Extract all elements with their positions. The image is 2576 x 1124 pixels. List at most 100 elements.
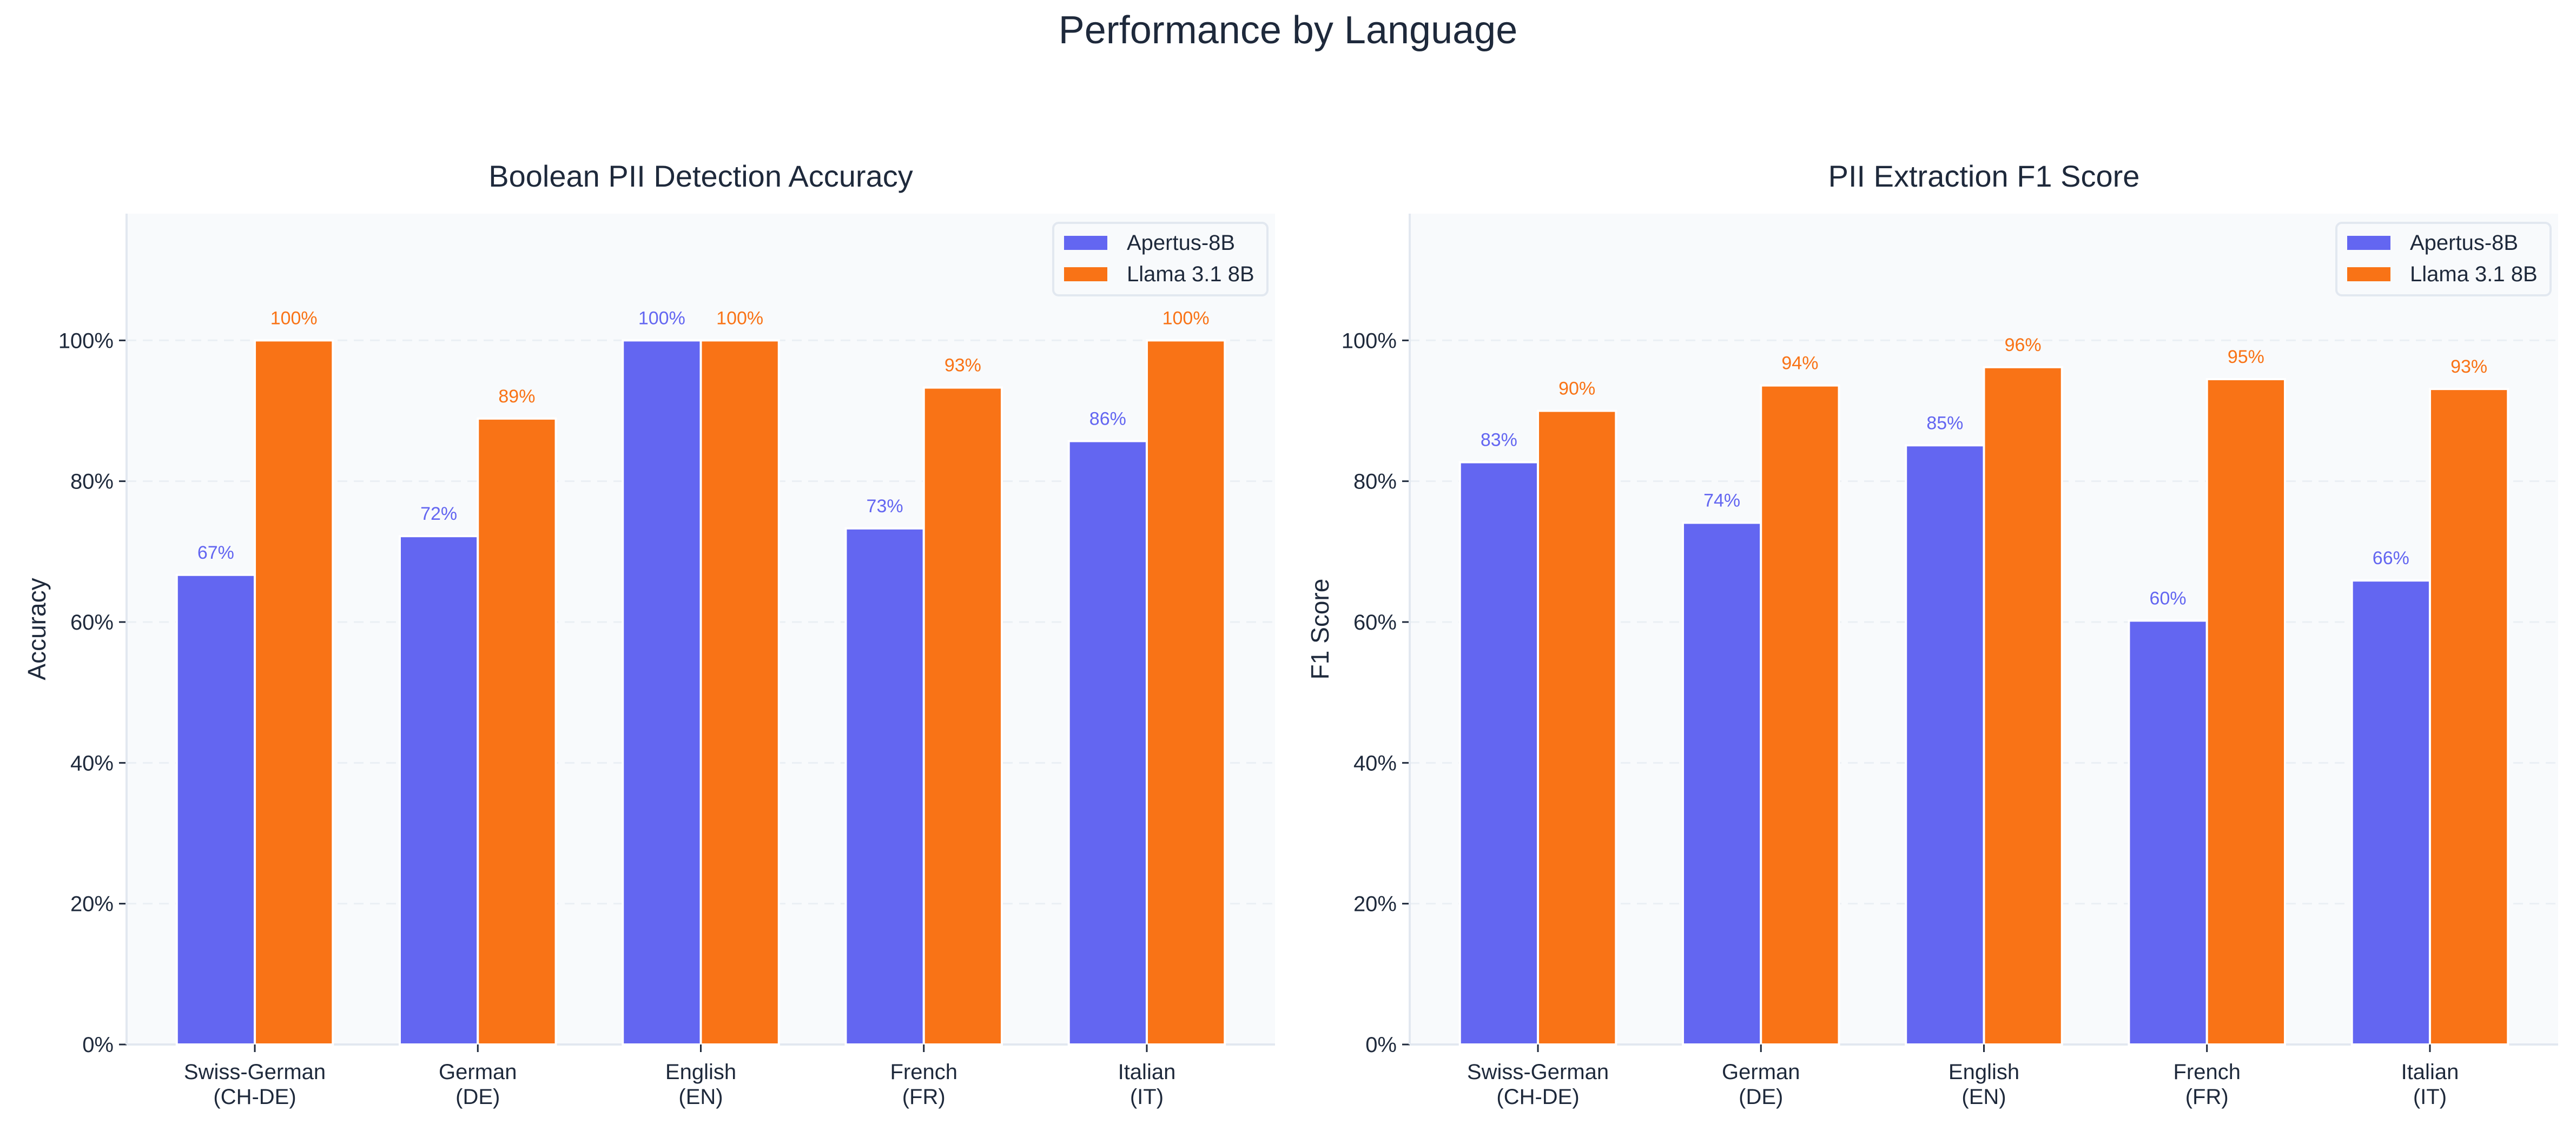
y-tick-label: 80% [70,470,114,494]
x-tick-label-line: (DE) [455,1085,500,1109]
x-tick-label-line: Italian [1118,1060,1176,1084]
y-tick-label: 40% [1353,751,1397,775]
bar-apertus-8b [175,573,256,1046]
bar-llama-3-1-8b [1145,339,1226,1046]
legend-swatch [1064,236,1107,250]
x-tick-label-line: (IT) [2413,1085,2447,1109]
x-tick-label: Swiss-German (CH-DE) [1467,1060,1609,1109]
subplot-title: PII Extraction F1 Score [1828,159,2140,193]
legend: Apertus-8B Llama 3.1 8B [2335,222,2552,296]
x-tick-label-line: (EN) [678,1085,723,1109]
bar-apertus-8b [1458,461,1540,1046]
x-tick-label-line: German [439,1060,517,1084]
y-tick-label: 0% [82,1033,114,1057]
bar-llama-3-1-8b [1983,366,2063,1046]
bar-value-label: 95% [2228,347,2264,367]
x-tick-label-line: (IT) [1130,1085,1164,1109]
figure-title: Performance by Language [1059,9,1518,52]
bar-llama-3-1-8b [477,417,557,1046]
y-tick-label: 0% [1365,1033,1397,1057]
bar-apertus-8b [398,535,479,1046]
x-tick-label-line: French [2173,1060,2241,1084]
y-tick-label: 100% [58,329,114,353]
y-tick-label: 20% [70,892,114,916]
subplot-2: 0% 20% 40% 60% 80% 100% F1 Score PII Extraction… [1306,159,2558,1109]
bar-value-label: 73% [867,496,903,517]
bar-value-label: 74% [1703,490,1740,511]
bar-apertus-8b [844,527,925,1046]
x-tick-label-line: German [1722,1060,1800,1084]
x-tick-label-line: Italian [2401,1060,2459,1084]
legend-swatch [2347,236,2390,250]
x-tick-label-line: (DE) [1739,1085,1783,1109]
bar-llama-3-1-8b [1537,409,1617,1046]
bar-value-label: 100% [638,308,685,328]
bar-value-label: 96% [2005,335,2042,355]
x-tick-label-line: (FR) [902,1085,946,1109]
x-tick-label: German (DE) [1722,1060,1800,1109]
bar-llama-3-1-8b [2428,388,2509,1046]
bar-llama-3-1-8b [699,339,780,1046]
bar-value-label: 93% [2450,356,2487,377]
bar-apertus-8b [1067,440,1148,1046]
bar-value-label: 67% [197,543,234,563]
x-tick-label-line: Swiss-German [1467,1060,1609,1084]
x-tick-label-line: (CH-DE) [1496,1085,1579,1109]
bar-value-label: 72% [420,504,457,524]
y-tick-label: 60% [1353,611,1397,634]
y-tick-label: 40% [70,751,114,775]
legend-swatch [2347,267,2390,281]
x-tick-label-line: Swiss-German [184,1060,326,1084]
x-tick-label-line: English [1948,1060,2019,1084]
bar-value-label: 100% [270,308,318,328]
x-tick-label: French (FR) [890,1060,957,1109]
x-tick-label-line: English [665,1060,736,1084]
x-tick-label-line: French [890,1060,957,1084]
legend-label: Apertus-8B [1127,231,1235,255]
bar-llama-3-1-8b [2205,378,2287,1046]
bar-value-label: 66% [2373,548,2409,568]
y-axis-label: F1 Score [1306,579,1334,680]
bar-apertus-8b [1905,444,1985,1046]
legend-label: Llama 3.1 8B [1127,262,1254,286]
x-tick-label: Swiss-German (CH-DE) [184,1060,326,1109]
legend-label: Llama 3.1 8B [2410,262,2538,286]
x-tick-label: English (EN) [665,1060,736,1109]
y-tick-label: 60% [70,611,114,634]
legend: Apertus-8B Llama 3.1 8B [1052,222,1269,296]
x-tick-label: Italian (IT) [1118,1060,1176,1109]
y-tick-label: 80% [1353,470,1397,494]
x-tick-label: German (DE) [439,1060,517,1109]
legend-label: Apertus-8B [2410,231,2518,255]
bar-apertus-8b [622,339,702,1046]
subplot-1: 0% 20% 40% 60% 80% 100% Accuracy Boolean PII De… [23,159,1275,1109]
subplot-title: Boolean PII Detection Accuracy [488,159,913,193]
y-axis-label: Accuracy [23,578,51,680]
bar-value-label: 90% [1558,378,1595,399]
y-tick-label: 100% [1342,329,1397,353]
bar-apertus-8b [2350,579,2431,1046]
x-tick-label: English (EN) [1948,1060,2019,1109]
bar-value-label: 100% [1162,308,1210,328]
bar-value-label: 60% [2150,588,2187,609]
y-tick-label: 20% [1353,892,1397,916]
legend-swatch [1064,267,1107,281]
bar-value-label: 83% [1481,429,1517,450]
x-tick-label-line: (CH-DE) [213,1085,296,1109]
bar-llama-3-1-8b [1760,384,1840,1046]
bar-apertus-8b [2128,619,2208,1046]
x-tick-label-line: (EN) [1961,1085,2006,1109]
bar-value-label: 85% [1926,413,1963,433]
bar-apertus-8b [1681,521,1762,1046]
bar-value-label: 100% [716,308,763,328]
bar-value-label: 89% [498,386,535,407]
x-tick-label: French (FR) [2173,1060,2241,1109]
bar-value-label: 93% [944,355,981,376]
x-tick-label-line: (FR) [2185,1085,2229,1109]
bar-llama-3-1-8b [254,339,334,1046]
x-tick-label: Italian (IT) [2401,1060,2459,1109]
bar-value-label: 94% [1781,353,1818,374]
bar-llama-3-1-8b [922,386,1003,1046]
bar-value-label: 86% [1089,408,1126,429]
